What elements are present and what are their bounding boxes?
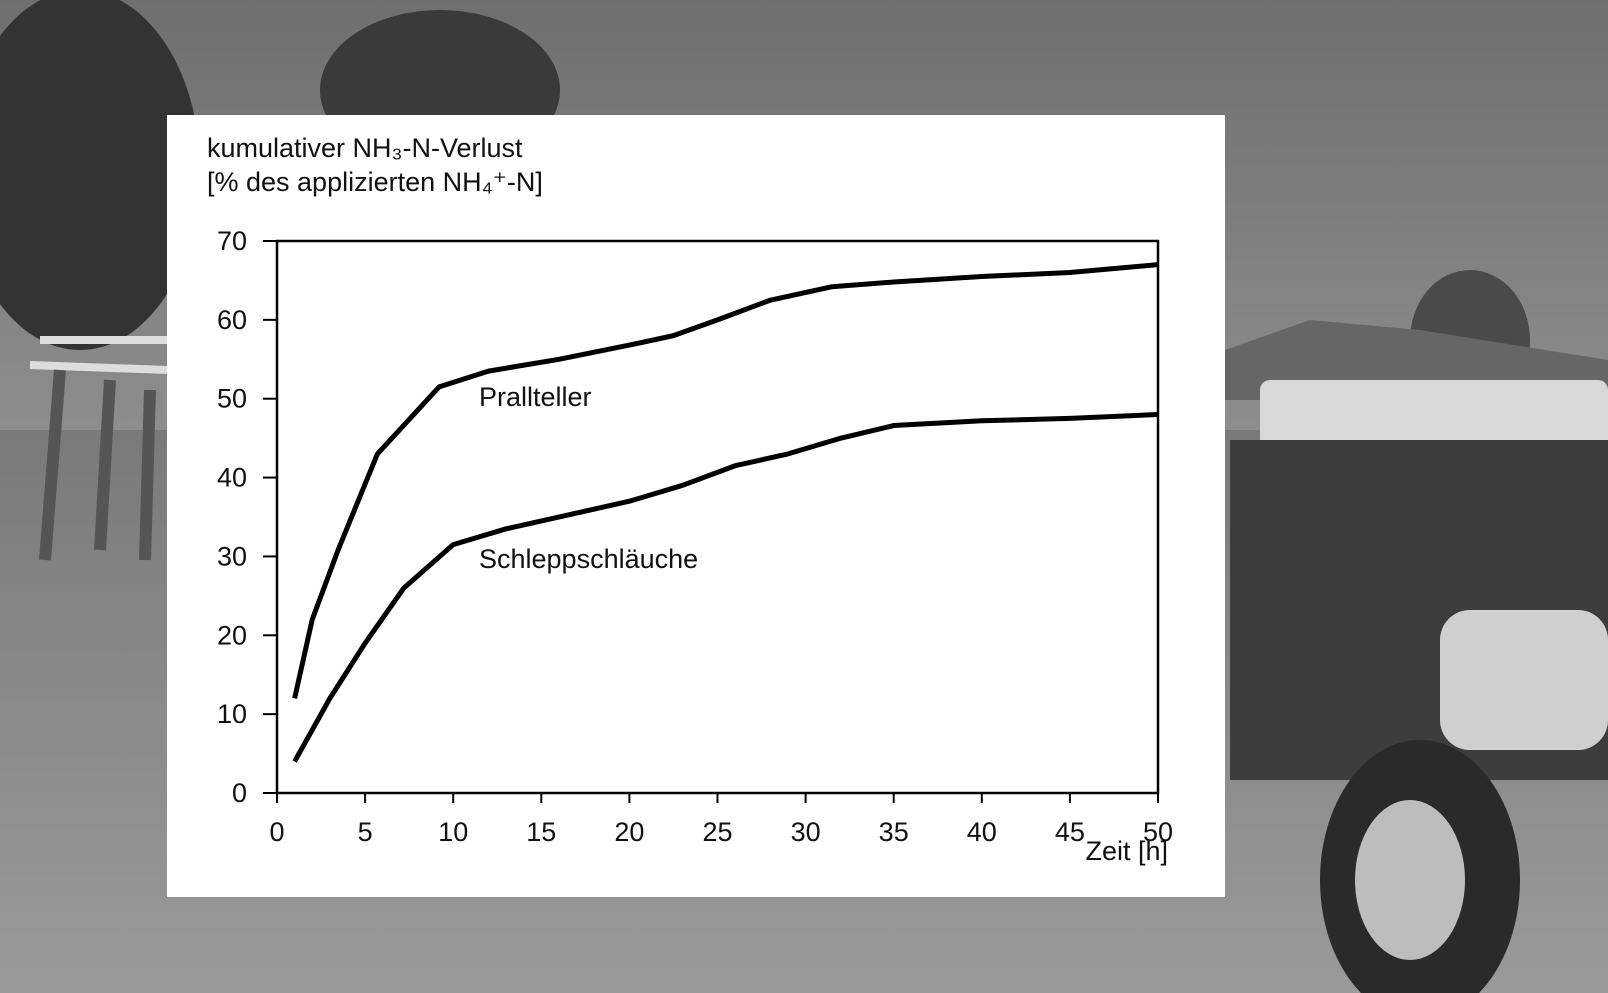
x-tick-label: 15	[526, 817, 556, 847]
x-tick-label: 5	[358, 817, 373, 847]
chart-panel	[167, 115, 1225, 897]
y-tick-label: 10	[217, 699, 247, 729]
y-tick-label: 50	[217, 384, 247, 414]
series-label: Schleppschläuche	[479, 544, 698, 574]
y-tick-label: 60	[217, 305, 247, 335]
series-line	[292, 262, 1159, 699]
y-tick-label: 0	[232, 778, 247, 808]
y-tick-label: 70	[217, 226, 247, 256]
x-tick-label: 35	[879, 817, 909, 847]
x-tick-label: 40	[967, 817, 997, 847]
chart-title: kumulativer NH₃-N-Verlust	[207, 133, 523, 163]
x-tick-label: 20	[614, 817, 644, 847]
x-tick-label: 45	[1055, 817, 1085, 847]
x-tick-label: 30	[791, 817, 821, 847]
y-tick-label: 40	[217, 463, 247, 493]
x-tick-label: 0	[269, 817, 284, 847]
x-axis-label: Zeit [h]	[1085, 836, 1168, 866]
x-tick-label: 25	[702, 817, 732, 847]
x-tick-label: 50	[1143, 817, 1173, 847]
chart-title: [% des applizierten NH₄⁺-N]	[207, 167, 543, 197]
series-line	[292, 411, 1159, 763]
y-tick-label: 30	[217, 541, 247, 571]
series-label: Prallteller	[479, 382, 592, 412]
x-tick-label: 10	[438, 817, 468, 847]
y-tick-label: 20	[217, 620, 247, 650]
